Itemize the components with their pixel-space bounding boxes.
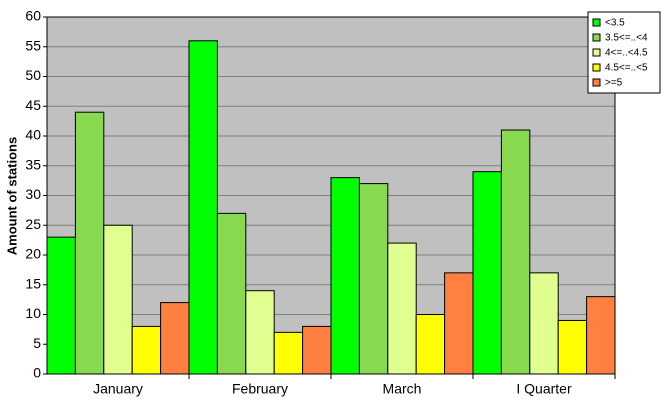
legend-label: <3.5 — [605, 18, 625, 29]
bar — [188, 40, 218, 375]
bar — [216, 212, 247, 375]
bar — [387, 242, 417, 375]
y-tick-label: 45 — [25, 97, 41, 113]
legend-label: 3.5<=..<4 — [605, 33, 648, 44]
bar — [273, 331, 304, 375]
y-tick-label: 15 — [25, 275, 41, 291]
bar — [586, 296, 616, 375]
bar — [557, 319, 588, 375]
bar — [74, 111, 105, 375]
bar — [415, 314, 446, 375]
legend-swatch — [592, 63, 601, 72]
y-tick-label: 60 — [25, 8, 41, 24]
bar — [500, 129, 531, 375]
y-tick-label: 20 — [25, 246, 41, 262]
x-tick-label: March — [383, 381, 422, 397]
y-axis-label: Amount of stations — [4, 137, 19, 255]
y-tick-label: 35 — [25, 156, 41, 172]
bar — [358, 183, 389, 375]
y-tick-label: 10 — [25, 305, 41, 321]
y-tick-label: 0 — [33, 365, 41, 381]
y-tick-label: 5 — [33, 335, 41, 351]
bar — [245, 290, 275, 375]
legend-swatch — [592, 48, 601, 57]
y-tick-label: 30 — [25, 186, 41, 202]
bar — [103, 224, 133, 375]
bar — [444, 272, 474, 375]
x-tick-label: January — [93, 381, 143, 397]
legend-swatch — [592, 33, 601, 42]
bar — [302, 325, 332, 375]
legend-label: 4.5<=..<5 — [605, 63, 648, 74]
legend-swatch — [592, 18, 601, 27]
y-tick-label: 25 — [25, 216, 41, 232]
x-tick-label: I Quarter — [516, 381, 572, 397]
bar — [131, 325, 162, 375]
y-tick-label: 40 — [25, 127, 41, 143]
bar — [472, 171, 502, 375]
legend-label: 4<=..<4.5 — [605, 48, 648, 59]
bar — [46, 236, 76, 375]
bar — [330, 177, 360, 375]
y-tick-label: 55 — [25, 37, 41, 53]
y-tick-label: 50 — [25, 67, 41, 83]
legend-swatch — [592, 78, 601, 87]
plot-border — [46, 16, 616, 375]
legend-label: >=5 — [605, 78, 623, 89]
bar — [529, 272, 559, 375]
bar — [160, 302, 190, 375]
x-tick-label: February — [232, 381, 288, 397]
